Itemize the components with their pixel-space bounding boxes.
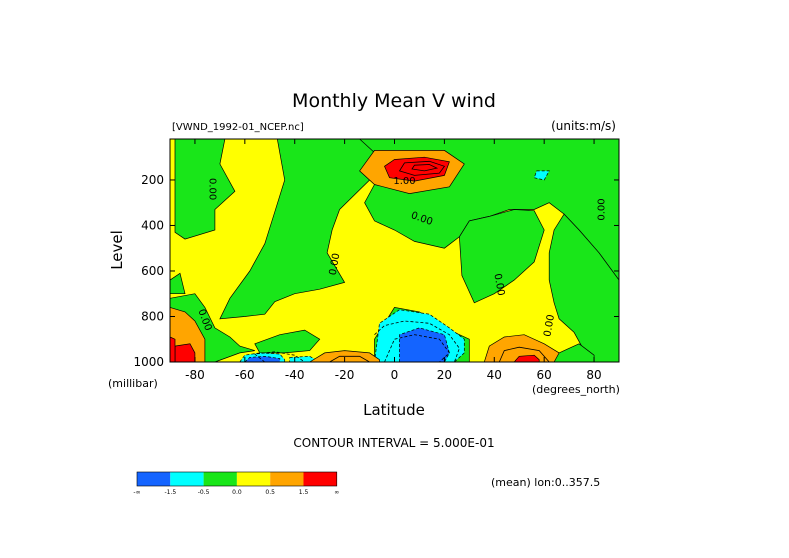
x-tick-label-3: -20 — [335, 368, 355, 382]
x-tick-label-0: -80 — [185, 368, 205, 382]
region-green-0 — [174, 138, 236, 240]
contour-regions — [169, 138, 620, 363]
dashed-contour-1 — [253, 351, 305, 363]
contour-interval-note: CONTOUR INTERVAL = 5.000E-01 — [293, 436, 494, 450]
colorbar-frame — [136, 471, 338, 487]
contour-label-1: 1.00 — [393, 176, 415, 187]
dashed-contour-2 — [384, 334, 450, 363]
colorbar-label-0: -∞ — [133, 489, 140, 496]
units-label: (units:m/s) — [551, 119, 616, 133]
x-tick-label-2: -40 — [285, 368, 305, 382]
colorbar-label-5: 1.5 — [299, 489, 309, 496]
colorbar-swatch-0 — [137, 472, 171, 486]
region-blue-0 — [399, 327, 450, 363]
plot-area: 0.00 1.000.000.000.000.00 0.000.00 — [169, 138, 620, 363]
contour-label-3: 0.00 — [328, 252, 343, 276]
region-green-3 — [459, 209, 545, 304]
region-red-0 — [384, 156, 450, 182]
y-tick-label-1: 400 — [141, 218, 164, 232]
solid-contour-0 — [398, 160, 446, 176]
solid-contour-1 — [411, 164, 439, 172]
x-tick-label-6: 40 — [487, 368, 502, 382]
colorbar-label-3: 0.0 — [232, 489, 242, 496]
x-tick-label-4: 0 — [391, 368, 399, 382]
region-orange-1 — [483, 334, 560, 363]
y-tick-label-0: 200 — [141, 173, 164, 187]
colorbar-swatch-5 — [303, 472, 337, 486]
region-red-3 — [169, 336, 176, 363]
contour-label-0: 0.00 — [206, 178, 217, 200]
x-units-label: (degrees_north) — [532, 383, 620, 396]
colorbar-label-1: -1.5 — [164, 489, 176, 496]
x-axis-ticks: -80 -60 -40 -20 0 20 40 60 80 — [185, 139, 602, 382]
contour-label-7: 0.00 — [597, 198, 608, 220]
x-axis-label: Latitude — [363, 401, 425, 419]
contour-label-4: 0.00 — [491, 273, 506, 297]
region-cyan-2 — [533, 170, 550, 181]
x-tick-label-5: 20 — [437, 368, 452, 382]
colorbar-label-2: -0.5 — [198, 489, 210, 496]
colorbar-label-4: 0.5 — [265, 489, 275, 496]
x-tick-label-7: 60 — [537, 368, 552, 382]
region-green-1 — [219, 138, 385, 320]
chart-title: Monthly Mean V wind — [292, 90, 496, 112]
colorbar-swatch-3 — [236, 472, 271, 486]
x-tick-label-8: 80 — [586, 368, 601, 382]
colorbar-swatch-4 — [270, 472, 304, 486]
y-tick-label-2: 600 — [141, 264, 164, 278]
y-tick-label-3: 800 — [141, 309, 164, 323]
y-units-label: (millibar) — [108, 377, 158, 390]
colorbar-swatch-2 — [203, 472, 237, 486]
mean-note: (mean) lon:0..357.5 — [491, 476, 600, 489]
colorbar-swatch-1 — [170, 472, 204, 486]
y-tick-label-4: 1000 — [133, 355, 164, 369]
colorbar: -∞ -1.5 -0.5 0.0 0.5 1.5 ∞ — [133, 471, 339, 496]
colorbar-label-6: ∞ — [334, 489, 339, 496]
dataset-label: [VWND_1992-01_NCEP.nc] — [172, 122, 304, 133]
x-tick-label-1: -60 — [235, 368, 255, 382]
y-axis-label: Level — [108, 230, 126, 270]
y-axis-ticks: 200 400 600 800 1000 — [133, 173, 619, 369]
contour-label-6: 0.00 — [542, 314, 557, 338]
region-green-4 — [548, 213, 620, 363]
